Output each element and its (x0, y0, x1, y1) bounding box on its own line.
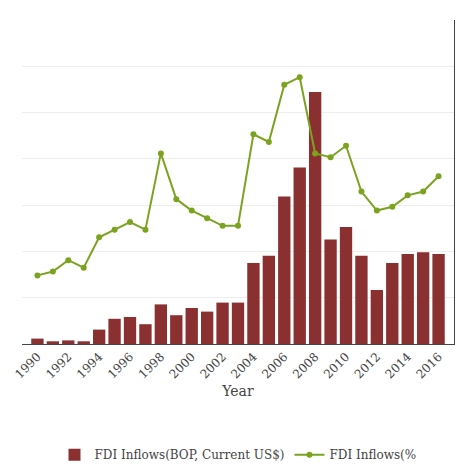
svg-text:FDI Inflows(BOP, Current US$): FDI Inflows(BOP, Current US$) (95, 448, 285, 462)
svg-text:2016: 2016 (413, 350, 444, 381)
svg-text:2010: 2010 (321, 350, 352, 381)
svg-text:Year: Year (221, 383, 254, 399)
svg-text:2002: 2002 (197, 350, 228, 381)
svg-text:1998: 1998 (136, 350, 167, 381)
svg-text:2006: 2006 (259, 350, 290, 381)
svg-text:2004: 2004 (228, 350, 260, 382)
svg-text:1994: 1994 (74, 350, 106, 382)
svg-text:2008: 2008 (290, 350, 321, 381)
svg-text:2014: 2014 (383, 350, 415, 382)
svg-text:2000: 2000 (167, 350, 198, 381)
svg-text:1992: 1992 (43, 350, 74, 381)
svg-text:FDI Inflows(%: FDI Inflows(% (329, 448, 416, 462)
svg-text:1996: 1996 (105, 350, 136, 381)
svg-text:1990: 1990 (12, 350, 43, 381)
svg-text:2012: 2012 (352, 350, 383, 381)
